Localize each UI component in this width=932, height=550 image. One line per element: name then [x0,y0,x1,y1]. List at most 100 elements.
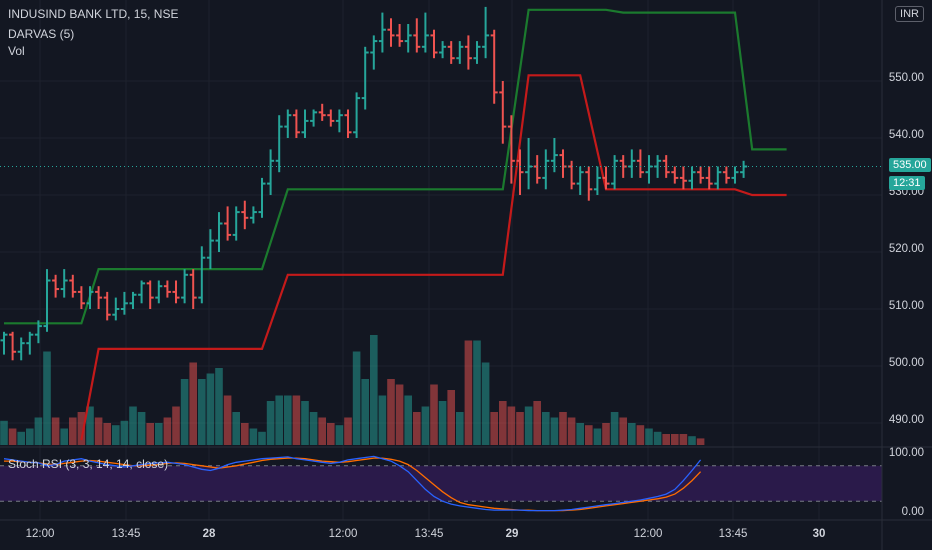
stoch-k-line [3,455,702,512]
currency-button[interactable]: INR [895,6,924,22]
time-tick: 13:45 [718,528,748,540]
volume-bar [232,412,240,445]
volume-bar [567,417,576,445]
volume-bar [490,412,498,445]
volume-bar [120,420,129,445]
volume-bar [215,368,223,445]
volume-bar [387,379,395,445]
volume-bar [318,417,326,445]
stoch-d-line [4,457,702,512]
volume-bar [662,434,670,445]
volume-bar [163,417,172,445]
price-tick: 520.00 [888,243,924,255]
time-tick: 13:45 [111,528,141,540]
volume-bar [189,362,197,445]
volume-bar [550,417,559,445]
bar-countdown-badge: 12:31 [889,176,925,190]
time-tick: 12:00 [328,528,358,540]
stoch-tick: 0.00 [901,506,924,518]
volume-bar [206,373,215,445]
volume-bar [585,425,593,445]
time-tick-day: 28 [202,528,216,540]
volume-bar [378,395,387,445]
volume-bar [172,406,180,445]
price-tick: 550.00 [888,72,924,84]
volume-bar [180,379,189,445]
volume-bar [344,417,352,445]
price-tick: 490.00 [888,414,924,426]
volume-bar [8,428,17,445]
volume-bar [146,423,154,445]
volume-bar [456,412,464,445]
volume-bar [602,423,610,445]
volume-bar [499,401,507,445]
volume-bar [258,431,266,445]
volume-bar [17,431,25,445]
volume-bar [559,412,567,445]
volume-bar [352,351,361,445]
volume-bar [69,417,77,445]
volume-bar [0,420,8,445]
volume-bar [249,428,258,445]
volume-bar [301,401,309,445]
volume-bar [284,395,292,445]
volume-bar [77,412,86,445]
volume-bar [129,406,137,445]
volume-bar [696,438,705,445]
darvas-top-line [4,8,787,325]
volume-bar [688,436,696,445]
darvas-bottom-line [80,74,787,441]
volume-bar [438,401,447,445]
volume-bar [60,428,68,445]
volume-bar [593,428,602,445]
volume-bar [430,384,438,445]
volume-bar [241,423,249,445]
volume-bar [370,335,378,445]
stoch-rsi-label[interactable]: Stoch RSI (3, 3, 14, 14, close) [8,457,169,471]
volume-bar [112,425,120,445]
volume-bar [335,425,344,445]
volume-bar [86,406,94,445]
volume-bar [679,434,688,445]
volume-bar [516,412,524,445]
volume-bar [619,417,627,445]
time-tick: 13:45 [414,528,444,540]
volume-bar [103,423,111,445]
symbol-title[interactable]: INDUSIND BANK LTD, 15, NSE [8,7,179,21]
volume-bar [292,395,301,445]
volume-bar [413,412,421,445]
volume-bar [43,351,51,445]
volume-bar [473,340,481,445]
time-tick-day: 30 [812,528,826,540]
price-tick: 540.00 [888,129,924,141]
volume-bar [223,395,232,445]
time-tick: 12:00 [633,528,663,540]
last-price-badge: 535.00 [889,158,931,172]
volume-bar [464,340,473,445]
volume-bar [198,379,206,445]
volume-bar [533,401,541,445]
stoch-band [0,465,882,502]
volume-bar [327,423,335,445]
volume-bar [309,412,318,445]
volume-bar [524,406,533,445]
volume-bar [671,434,679,445]
price-tick: 510.00 [888,300,924,312]
volume-bar [447,390,455,445]
volume-bar [636,425,645,445]
volume-bar [51,417,60,445]
volume-bar [481,362,490,445]
volume-indicator-label[interactable]: Vol [8,44,25,58]
volume-bar [361,379,369,445]
volume-bar [653,431,662,445]
volume-bar [610,412,619,445]
volume-bar [576,423,584,445]
volume-bar [275,395,283,445]
volume-bar [628,423,636,445]
darvas-indicator-label[interactable]: DARVAS (5) [8,27,75,41]
volume-bar [421,406,430,445]
volume-bar [26,428,34,445]
volume-bar [137,412,146,445]
